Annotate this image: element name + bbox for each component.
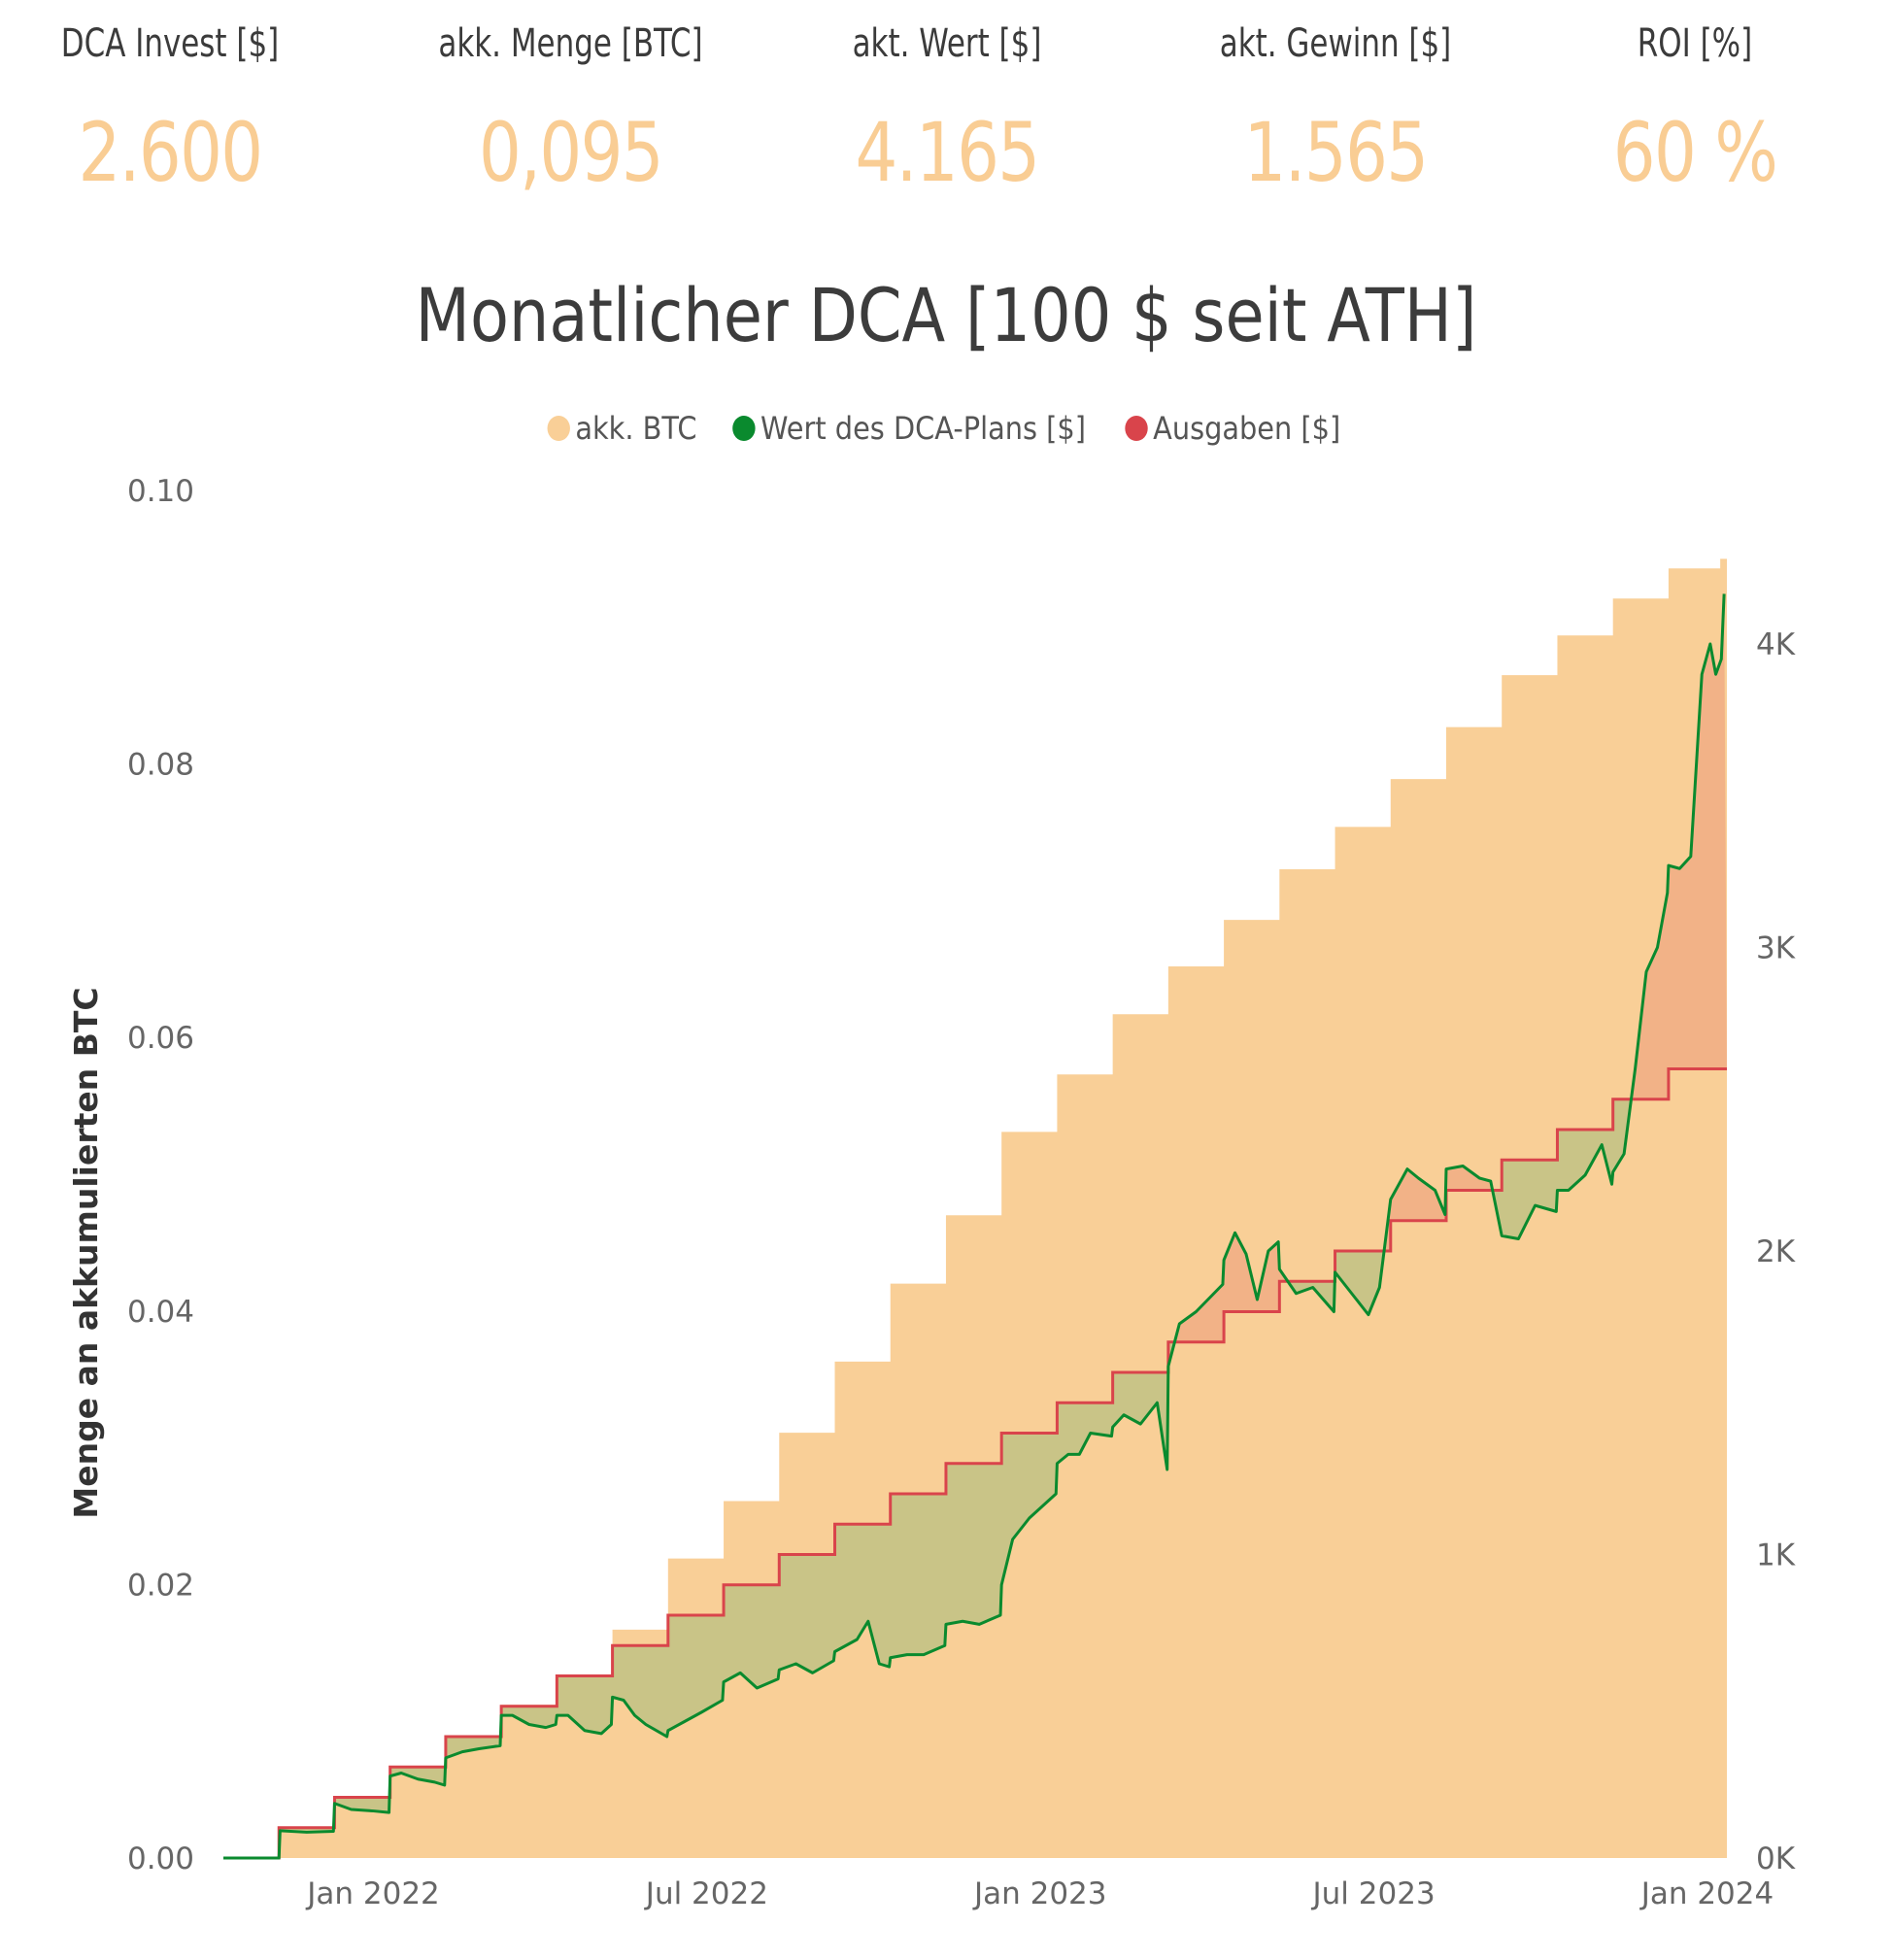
kpi-value: 2.600 xyxy=(78,105,263,200)
kpi-label: akt. Wert [$] xyxy=(852,21,1042,66)
y-left-tick-label: 0.08 xyxy=(127,748,194,783)
kpi-label: DCA Invest [$] xyxy=(60,21,280,66)
x-tick-label: Jul 2022 xyxy=(644,1876,768,1911)
legend-item-ausgaben[interactable]: Ausgaben [$] xyxy=(1125,410,1341,447)
chart-title: Monatlicher DCA [100 $ seit ATH] xyxy=(415,272,1477,358)
legend-item-wert[interactable]: Wert des DCA-Plans [$] xyxy=(732,410,1086,447)
legend-dot-icon xyxy=(1125,416,1149,441)
y-left-tick-label: 0.00 xyxy=(127,1842,194,1876)
y-left-tick-label: 0.06 xyxy=(127,1021,194,1056)
kpi-row: DCA Invest [$] 2.600 akk. Menge [BTC] 0,… xyxy=(0,0,1892,214)
kpi-label: akk. Menge [BTC] xyxy=(438,21,703,66)
legend-item-akk-btc[interactable]: akk. BTC xyxy=(547,410,697,447)
btc-area xyxy=(223,558,1727,1858)
x-tick-label: Jul 2023 xyxy=(1311,1876,1436,1911)
x-tick-label: Jan 2023 xyxy=(972,1876,1107,1911)
legend-label: Wert des DCA-Plans [$] xyxy=(760,410,1087,447)
legend-dot-icon xyxy=(547,416,571,441)
y-right-tick-label: 4K xyxy=(1756,627,1796,662)
btc-area-series xyxy=(223,558,1727,1858)
value-line-series xyxy=(223,593,1726,1860)
kpi-value: 0,095 xyxy=(478,105,664,200)
y-left-tick-label: 0.10 xyxy=(127,474,194,509)
spend-line xyxy=(223,1067,1727,1860)
y-right-tick-label: 3K xyxy=(1756,931,1796,966)
kpi-value: 1.565 xyxy=(1243,105,1429,200)
gain-loss-fill xyxy=(223,593,1727,1858)
legend-label: Ausgaben [$] xyxy=(1153,410,1341,447)
kpi-value: 60 % xyxy=(1612,105,1778,200)
y-axis-left: 0.00 0.02 0.04 0.06 0.08 0.10 xyxy=(127,474,194,1876)
chart-legend: akk. BTC Wert des DCA-Plans [$] Ausgaben… xyxy=(0,410,1892,447)
legend-dot-icon xyxy=(732,416,756,441)
y-left-tick-label: 0.04 xyxy=(127,1295,194,1330)
kpi-label: ROI [%] xyxy=(1637,21,1753,66)
x-tick-label: Jan 2024 xyxy=(1639,1876,1774,1911)
x-tick-label: Jan 2022 xyxy=(305,1876,440,1911)
gain-area xyxy=(223,1068,1727,1858)
x-axis: Jan 2022 Jul 2022 Jan 2023 Jul 2023 Jan 2024 xyxy=(305,1876,1774,1911)
y-right-tick-label: 0K xyxy=(1756,1842,1796,1876)
kpi-value: 4.165 xyxy=(855,105,1040,200)
y-left-tick-label: 0.02 xyxy=(127,1568,194,1603)
y-axis-right: 0K 1K 2K 3K 4K xyxy=(1756,627,1796,1876)
y-right-tick-label: 1K xyxy=(1756,1538,1796,1573)
legend-label: akk. BTC xyxy=(575,410,697,447)
y-axis-title: Menge an akkumulierten BTC xyxy=(67,987,105,1518)
value-line xyxy=(223,593,1726,1860)
y-right-tick-label: 2K xyxy=(1756,1234,1796,1269)
kpi-label: akt. Gewinn [$] xyxy=(1219,21,1452,66)
spend-line-series xyxy=(223,1067,1727,1860)
